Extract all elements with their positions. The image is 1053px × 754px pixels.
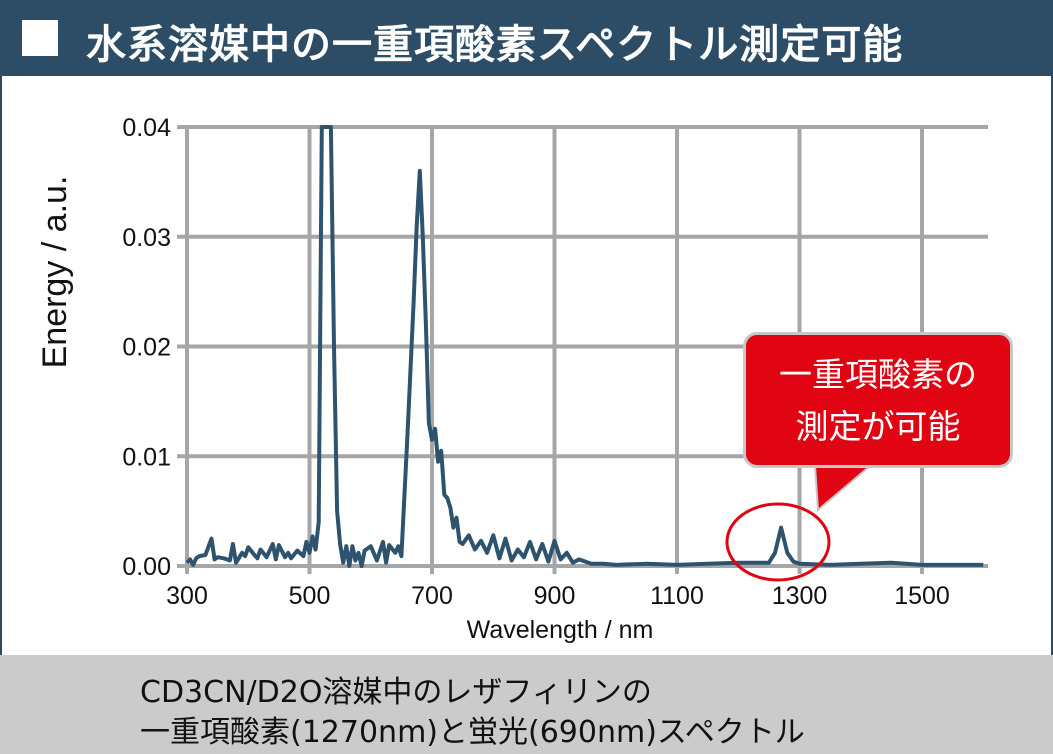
callout-tail <box>813 465 873 513</box>
x-tick-label: 1300 <box>772 582 828 610</box>
y-tick-label: 0.00 <box>122 553 171 581</box>
page-title: 水系溶媒中の一重項酸素スペクトル測定可能 <box>86 22 904 68</box>
x-tick-label: 500 <box>289 582 331 610</box>
spectrum-chart: 0.00 0.01 0.02 0.03 0.04 300 500 700 900 1100 1300… <box>36 114 988 644</box>
x-tick-label: 1100 <box>650 582 704 610</box>
caption-line-1: CD3CN/D2O溶媒中のレザフィリンの <box>140 675 652 710</box>
header-banner: 水系溶媒中の一重項酸素スペクトル測定可能 <box>0 0 1053 76</box>
y-tick-label: 0.04 <box>122 114 171 142</box>
x-tick-label: 300 <box>166 582 208 610</box>
callout-line-1: 一重項酸素の <box>779 355 977 394</box>
x-tick-label: 700 <box>411 582 453 610</box>
y-tick-label: 0.02 <box>122 334 171 362</box>
spectrum-line <box>185 125 984 568</box>
caption-line-2: 一重項酸素(1270nm)と蛍光(690nm)スペクトル <box>140 715 805 750</box>
x-tick-label: 900 <box>534 582 576 610</box>
y-tick-label: 0.03 <box>122 224 171 252</box>
callout-line-2: 測定が可能 <box>795 407 961 446</box>
highlight-circle <box>725 502 831 582</box>
callout-bubble: 一重項酸素の 測定が可能 <box>743 332 1013 468</box>
x-tick-label: 1500 <box>894 582 950 610</box>
y-axis-label: Energy / a.u. <box>36 176 74 369</box>
caption-band: CD3CN/D2O溶媒中のレザフィリンの 一重項酸素(1270nm)と蛍光(69… <box>0 655 1053 754</box>
x-axis-label: Wavelength / nm <box>467 616 654 644</box>
y-tick-label: 0.01 <box>122 443 171 471</box>
square-bullet-icon <box>22 20 58 56</box>
